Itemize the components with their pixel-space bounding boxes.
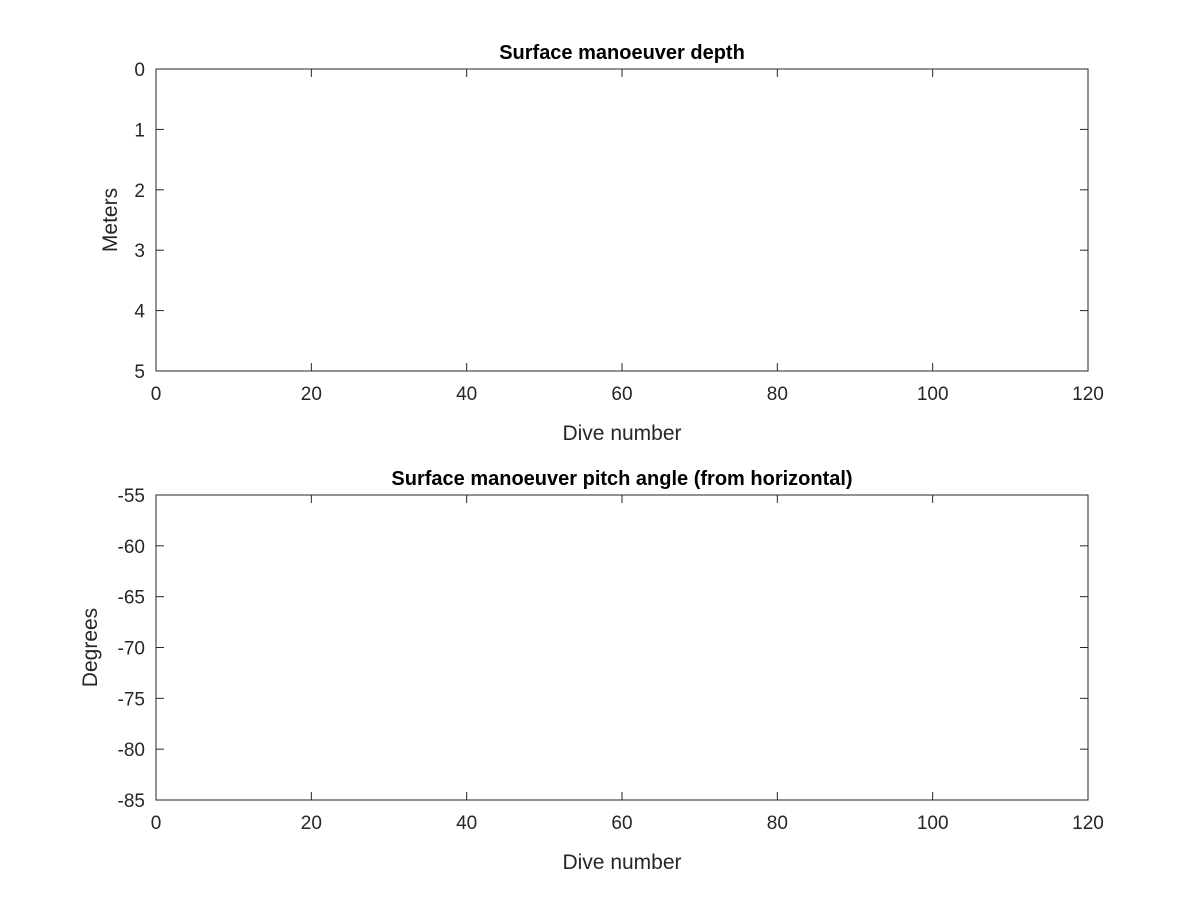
pitch-x-tick-label: 20	[301, 813, 322, 834]
depth-plot: 0 20 40 60 80 100 120 0 1 2 3 4 5 Surface manoeuver d…	[99, 42, 1104, 445]
pitch-x-tick-label: 0	[151, 813, 162, 834]
depth-y-tick-label: 2	[134, 181, 145, 202]
depth-x-tick-label: 120	[1072, 384, 1104, 405]
pitch-y-tick-label: -60	[118, 537, 145, 558]
pitch-plot: 0 20 40 60 80 100 120 -85 -80 -75 -70 -65 -60 -55 Surf…	[79, 468, 1104, 874]
depth-y-tick-label: 3	[134, 241, 145, 262]
pitch-y-tick-label: -75	[118, 689, 145, 710]
depth-x-axis-label: Dive number	[562, 422, 681, 445]
depth-axes-box	[155, 68, 1089, 372]
depth-x-tick-label: 60	[611, 384, 632, 405]
pitch-x-tick-label: 100	[917, 813, 949, 834]
pitch-x-tick-label: 40	[456, 813, 477, 834]
pitch-x-tick-label: 120	[1072, 813, 1104, 834]
pitch-y-tick-label: -65	[118, 588, 145, 609]
pitch-x-axis-label: Dive number	[562, 851, 681, 874]
pitch-y-tick-label: -55	[118, 486, 145, 507]
depth-y-tick-label: 0	[134, 60, 145, 81]
depth-y-tick-label: 1	[134, 120, 145, 141]
pitch-y-axis-label: Degrees	[79, 608, 102, 687]
pitch-x-tick-label: 80	[767, 813, 788, 834]
depth-x-tick-label: 40	[456, 384, 477, 405]
pitch-y-tick-label: -80	[118, 740, 145, 761]
depth-x-tick-label: 0	[151, 384, 162, 405]
depth-chart-title: Surface manoeuver depth	[499, 42, 745, 64]
depth-x-tick-label: 20	[301, 384, 322, 405]
depth-y-tick-label: 4	[134, 302, 145, 323]
pitch-x-tick-label: 60	[611, 813, 632, 834]
pitch-chart-title: Surface manoeuver pitch angle (from hori…	[391, 468, 852, 490]
depth-y-axis-label: Meters	[99, 188, 122, 252]
pitch-axes-box	[155, 494, 1089, 801]
pitch-y-tick-label: -70	[118, 639, 145, 660]
depth-x-tick-label: 80	[767, 384, 788, 405]
depth-y-tick-label: 5	[134, 362, 145, 383]
depth-x-tick-label: 100	[917, 384, 949, 405]
pitch-y-tick-label: -85	[118, 791, 145, 812]
